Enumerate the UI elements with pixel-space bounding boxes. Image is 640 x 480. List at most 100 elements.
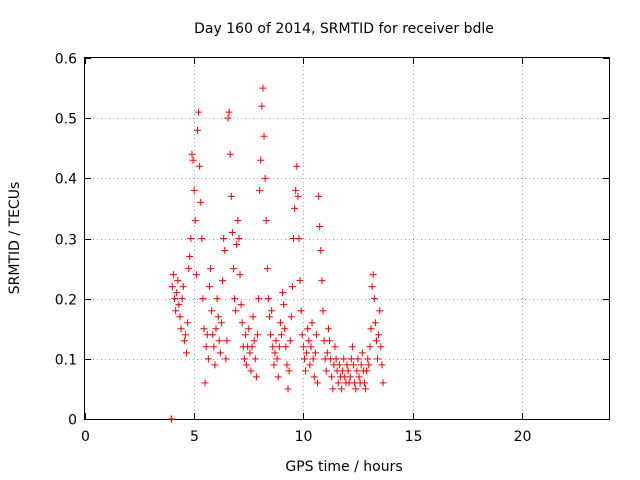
data-point [212, 325, 220, 333]
data-point [306, 361, 314, 369]
data-point [202, 343, 210, 351]
data-point [272, 337, 280, 345]
y-tick-label: 0.5 [55, 112, 77, 128]
data-point [370, 295, 378, 303]
data-point [360, 379, 368, 387]
data-point [291, 204, 299, 212]
data-point [293, 162, 301, 170]
y-tick-label: 0.2 [55, 293, 77, 309]
data-point [264, 295, 272, 303]
data-point [298, 331, 306, 339]
data-point [353, 367, 361, 375]
data-point [328, 373, 336, 381]
data-point [354, 355, 362, 363]
data-point [318, 277, 326, 285]
data-point [274, 373, 282, 381]
data-point [172, 307, 180, 315]
data-point [173, 289, 181, 297]
data-point [312, 331, 320, 339]
data-point [174, 277, 182, 285]
x-axis-label: GPS time / hours [285, 459, 402, 475]
data-point [323, 349, 331, 357]
data-point [235, 235, 243, 242]
data-point [376, 307, 384, 315]
data-point [220, 235, 228, 242]
data-point [374, 355, 382, 363]
data-point [265, 313, 273, 321]
data-point [358, 349, 366, 357]
data-point [207, 265, 215, 273]
data-point [340, 355, 348, 363]
data-point [363, 367, 371, 375]
data-point [204, 355, 212, 363]
data-point [246, 349, 254, 357]
data-point [253, 331, 261, 339]
data-point [282, 343, 290, 351]
data-point [368, 283, 376, 291]
data-point [255, 295, 263, 303]
data-point [286, 337, 294, 345]
data-point [284, 385, 292, 393]
x-tick-label: 5 [190, 429, 199, 445]
data-point [199, 295, 207, 303]
data-point [310, 373, 318, 381]
data-point [197, 198, 205, 206]
data-point [379, 379, 387, 387]
data-point [344, 367, 352, 375]
data-point [263, 265, 271, 273]
data-point [243, 361, 251, 369]
data-point [283, 361, 291, 369]
data-point [319, 307, 327, 315]
data-point [247, 367, 255, 375]
data-point [347, 355, 355, 363]
data-point [187, 235, 195, 242]
data-point [300, 355, 308, 363]
data-point [177, 325, 185, 333]
data-point [198, 235, 206, 242]
data-point [171, 295, 179, 303]
data-point [260, 132, 268, 140]
data-point [209, 331, 217, 339]
data-point [188, 150, 196, 158]
data-point [296, 277, 304, 285]
axis-ticks: 0 0.1 0.2 0.3 0.4 0.5 0.6 0 5 10 15 20 [55, 52, 609, 445]
data-points [167, 84, 387, 423]
data-point [259, 84, 267, 92]
data-point [355, 373, 363, 381]
data-point [231, 295, 239, 303]
data-point [335, 361, 343, 369]
data-point [200, 325, 208, 333]
data-point [186, 253, 194, 261]
data-point [280, 301, 288, 309]
data-point [169, 271, 177, 279]
data-point [288, 283, 296, 291]
data-point [294, 192, 302, 200]
data-point [178, 295, 186, 303]
data-point [372, 337, 380, 345]
data-point [369, 271, 377, 279]
data-point [375, 331, 383, 339]
data-point [268, 307, 276, 315]
data-point [250, 337, 258, 345]
data-point [232, 307, 240, 315]
data-point [237, 301, 245, 309]
data-point [365, 361, 373, 369]
data-point [303, 349, 311, 357]
data-point [317, 247, 325, 255]
data-point [219, 277, 227, 285]
data-point [276, 319, 284, 327]
data-point [228, 228, 236, 236]
data-point [281, 325, 289, 333]
data-point [348, 343, 356, 351]
data-point [256, 186, 264, 194]
y-tick-label: 0.3 [55, 233, 77, 249]
data-point [249, 313, 257, 321]
data-point [322, 367, 330, 375]
data-point [269, 343, 277, 351]
data-point [357, 361, 365, 369]
data-point [267, 331, 275, 339]
data-point [252, 373, 260, 381]
data-point [302, 367, 310, 375]
data-point [258, 102, 266, 110]
data-point [309, 355, 317, 363]
